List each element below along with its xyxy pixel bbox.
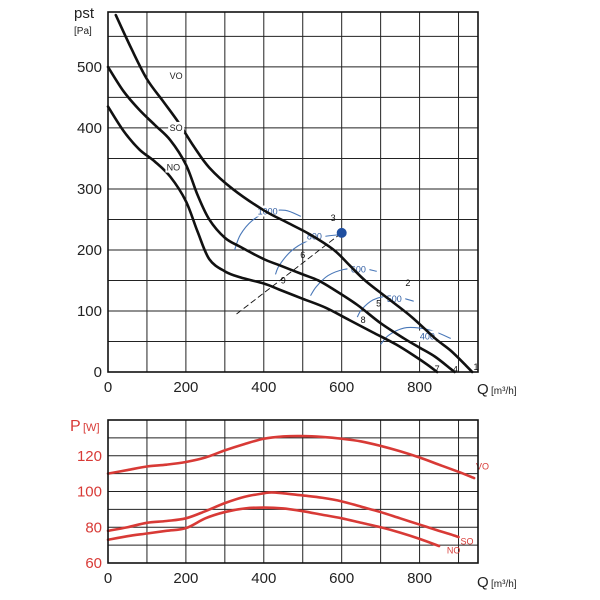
power-curve-no [106, 506, 441, 548]
power-x-tick-label: 200 [173, 570, 198, 587]
iso-label-bg [347, 263, 370, 275]
operating-point-marker [336, 227, 347, 238]
power-y-tick-label: 60 [85, 555, 102, 572]
pressure-curve-so [106, 65, 456, 374]
power-y-axis-title: P [70, 418, 81, 435]
point-number-label: 5 [376, 299, 381, 309]
pressure-curve-label: NO [167, 163, 181, 173]
power-chart-frame [107, 419, 479, 564]
pressure-x-axis-unit: [m³/h] [491, 386, 517, 397]
power-x-tick-label: 0 [104, 570, 112, 587]
pressure-x-tick-label: 600 [329, 379, 354, 396]
pressure-x-axis-title: Q [477, 381, 489, 398]
power-x-tick-label: 600 [329, 570, 354, 587]
iso-label-bg [416, 330, 439, 342]
point-number-label: 8 [361, 315, 366, 325]
pressure-chart-labels: VO SO NO 1 2 3 4 5 6 7 8 9 [165, 70, 479, 375]
iso-label-bg [256, 205, 279, 217]
power-curve-label: NO [447, 545, 461, 555]
power-curve-vo [106, 434, 476, 480]
pressure-curve-label: SO [170, 123, 183, 133]
power-x-axis-title: Q [477, 574, 489, 591]
power-curve-label: SO [460, 537, 473, 547]
power-curve-so [106, 491, 460, 539]
pressure-y-tick-label: 0 [94, 364, 102, 381]
pressure-curve-no [106, 105, 439, 374]
pressure-x-tick-label: 0 [104, 379, 112, 396]
pressure-curve-vo [114, 13, 474, 374]
power-chart-grid: 0 200 400 600 800 60 80 100 120 [77, 420, 478, 587]
pressure-y-tick-label: 400 [77, 120, 102, 137]
power-y-tick-label: 120 [77, 448, 102, 465]
power-y-axis-unit: [W] [83, 422, 100, 434]
pressure-y-tick-label: 200 [77, 242, 102, 259]
pressure-y-axis-unit: [Pa] [74, 26, 92, 37]
point-number-label: 4 [453, 365, 458, 375]
system-curve-line [236, 232, 342, 315]
pressure-y-tick-label: 500 [77, 59, 102, 76]
pressure-chart-curves [106, 13, 474, 374]
iso-curve-label: 500 [387, 294, 402, 304]
curve-label-bg [168, 121, 185, 133]
power-y-tick-label: 80 [85, 519, 102, 536]
pressure-x-tick-label: 200 [173, 379, 198, 396]
iso-curve-label: 600 [351, 264, 366, 274]
power-x-tick-label: 400 [251, 570, 276, 587]
point-number-label: 6 [300, 250, 305, 260]
power-chart-frame [107, 419, 479, 564]
pressure-x-tick-label: 800 [407, 379, 432, 396]
point-number-label: 2 [405, 278, 410, 288]
pressure-y-tick-label: 300 [77, 181, 102, 198]
pressure-y-axis-title: pst [74, 5, 95, 22]
power-x-tick-label: 800 [407, 570, 432, 587]
pressure-y-tick-label: 100 [77, 303, 102, 320]
pressure-chart-frame [107, 11, 479, 373]
point-number-label: 1 [474, 362, 479, 372]
power-curve-label: VO [476, 461, 489, 471]
point-number-label: 3 [331, 213, 336, 223]
curve-label-bg [165, 161, 182, 173]
power-chart-curves [106, 434, 476, 548]
iso-curve-label: 400 [420, 332, 435, 342]
point-number-label: 7 [435, 364, 440, 374]
pressure-x-tick-label: 400 [251, 379, 276, 396]
curve-label-bg [168, 70, 185, 82]
point-number-label: 9 [281, 275, 286, 285]
power-x-axis-unit: [m³/h] [491, 579, 517, 590]
pressure-curve-label: VO [170, 71, 183, 81]
power-y-tick-label: 100 [77, 484, 102, 501]
iso-label-bg [383, 292, 406, 304]
pressure-chart-system-line [236, 232, 342, 315]
pressure-chart-frame [107, 11, 479, 373]
